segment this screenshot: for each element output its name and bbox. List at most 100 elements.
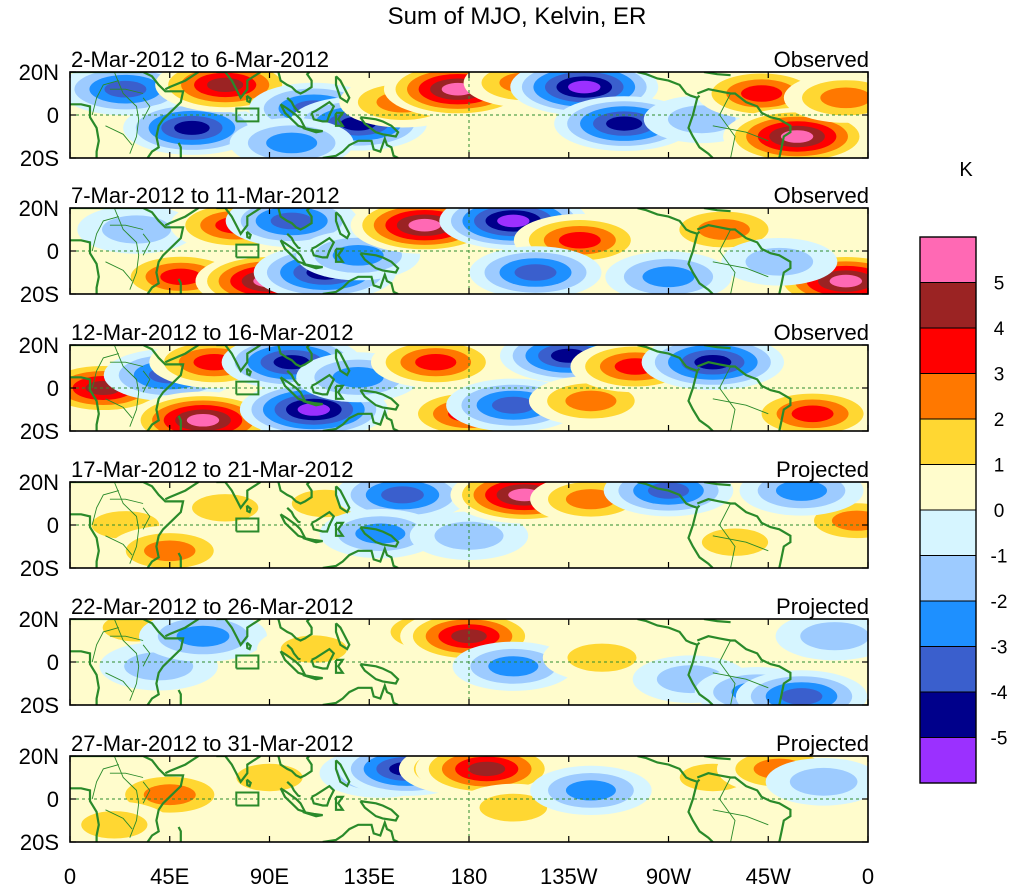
anomaly-contour — [565, 489, 616, 510]
y-tick-label: 0 — [47, 239, 59, 264]
country-border — [105, 809, 133, 830]
country-border — [712, 125, 769, 142]
coastline — [286, 781, 301, 798]
country-border — [109, 498, 144, 504]
coastline — [359, 663, 400, 685]
coastline — [177, 689, 182, 705]
anomaly-contour — [176, 625, 230, 647]
coastline — [687, 781, 714, 842]
coastline — [322, 682, 399, 705]
coastline — [277, 482, 313, 505]
country-border — [109, 224, 144, 230]
country-border — [91, 216, 119, 252]
country-border — [712, 535, 769, 552]
coastline — [216, 619, 262, 647]
y-tick-label: 20S — [20, 556, 59, 581]
coastline — [334, 111, 345, 127]
coastline — [302, 399, 323, 407]
coastline — [177, 826, 182, 842]
coastline — [277, 345, 313, 368]
coastline — [687, 644, 714, 705]
coastline — [164, 756, 200, 775]
coastline — [164, 208, 200, 227]
panel-period: 12-Mar-2012 to 16-Mar-2012 — [71, 320, 353, 345]
coastline — [70, 376, 100, 431]
country-border — [142, 644, 151, 667]
coastline — [302, 810, 323, 818]
coastline — [286, 644, 301, 661]
colorbar-swatch — [919, 327, 977, 374]
anomaly-contour — [451, 629, 487, 644]
country-border — [142, 507, 151, 530]
country-border — [105, 398, 133, 419]
coastline — [216, 208, 262, 236]
anomaly-contour — [776, 482, 827, 501]
colorbar-swatch — [919, 509, 977, 556]
country-border — [712, 672, 769, 689]
colorbar-label: 3 — [994, 365, 1005, 386]
anomaly-contour — [558, 231, 601, 249]
coastline — [302, 262, 323, 270]
coastline — [245, 367, 252, 377]
y-tick-label: 20S — [20, 693, 59, 718]
y-tick-label: 20S — [20, 830, 59, 855]
panel-field — [70, 756, 868, 842]
country-border — [91, 627, 119, 663]
y-tick-label: 20N — [19, 333, 59, 358]
country-border — [109, 635, 144, 641]
coastline — [334, 622, 351, 651]
panel-2: 20N 0 20S 7-Mar-2012 to 11-Mar-2012 Observed — [19, 183, 869, 307]
anomaly-contour — [642, 266, 695, 288]
coastline — [687, 507, 714, 568]
country-border — [105, 672, 133, 693]
anomaly-contour — [829, 274, 863, 288]
coastline — [696, 361, 792, 431]
coastline — [322, 545, 399, 568]
panel-field — [70, 482, 868, 568]
anomaly-contour — [697, 219, 750, 240]
x-tick-label: 135W — [540, 864, 598, 889]
region-box — [235, 380, 260, 396]
anomaly-contour — [207, 77, 244, 92]
coastline — [334, 75, 351, 104]
panel-4: 20N 0 20S 17-Mar-2012 to 21-Mar-2012 Project… — [19, 457, 869, 581]
anomaly-contour — [789, 767, 858, 796]
panel-1: 20N 0 20S 2-Mar-2012 to 6-Mar-2012 Observed — [19, 47, 869, 171]
anomaly-contour — [488, 656, 539, 677]
coastline — [216, 72, 262, 100]
country-border — [109, 88, 144, 94]
country-border — [142, 370, 151, 393]
country-border — [718, 640, 736, 705]
chart-title: Sum of MJO, Kelvin, ER — [388, 3, 647, 30]
coastline — [177, 552, 182, 568]
x-tick-label: 0 — [64, 864, 76, 889]
y-tick-label: 0 — [47, 787, 59, 812]
coastline — [310, 373, 336, 396]
coastline — [310, 100, 336, 123]
panel-period: 22-Mar-2012 to 26-Mar-2012 — [71, 594, 353, 619]
anomaly-contour — [606, 116, 643, 131]
coastline — [70, 756, 185, 842]
colorbar-label: -4 — [991, 683, 1008, 704]
anomaly-contour — [800, 622, 868, 651]
coastline — [359, 526, 400, 548]
colorbar-label: -5 — [991, 729, 1008, 750]
y-tick-label: 20S — [20, 419, 59, 444]
country-border — [109, 361, 144, 367]
x-tick-label: 180 — [451, 864, 488, 889]
anomaly-contour — [160, 268, 202, 285]
coastline — [637, 72, 701, 100]
coastline — [177, 415, 182, 431]
coastline — [70, 482, 185, 568]
country-border — [142, 233, 151, 256]
country-border — [718, 777, 736, 842]
anomaly-contour — [468, 761, 506, 777]
colorbar-swatch — [919, 646, 977, 693]
coastline — [286, 370, 301, 387]
coastline — [286, 97, 301, 114]
region-box — [235, 791, 260, 807]
panel-status: Projected — [776, 594, 869, 619]
coastline — [70, 345, 185, 431]
coastline — [334, 384, 345, 400]
